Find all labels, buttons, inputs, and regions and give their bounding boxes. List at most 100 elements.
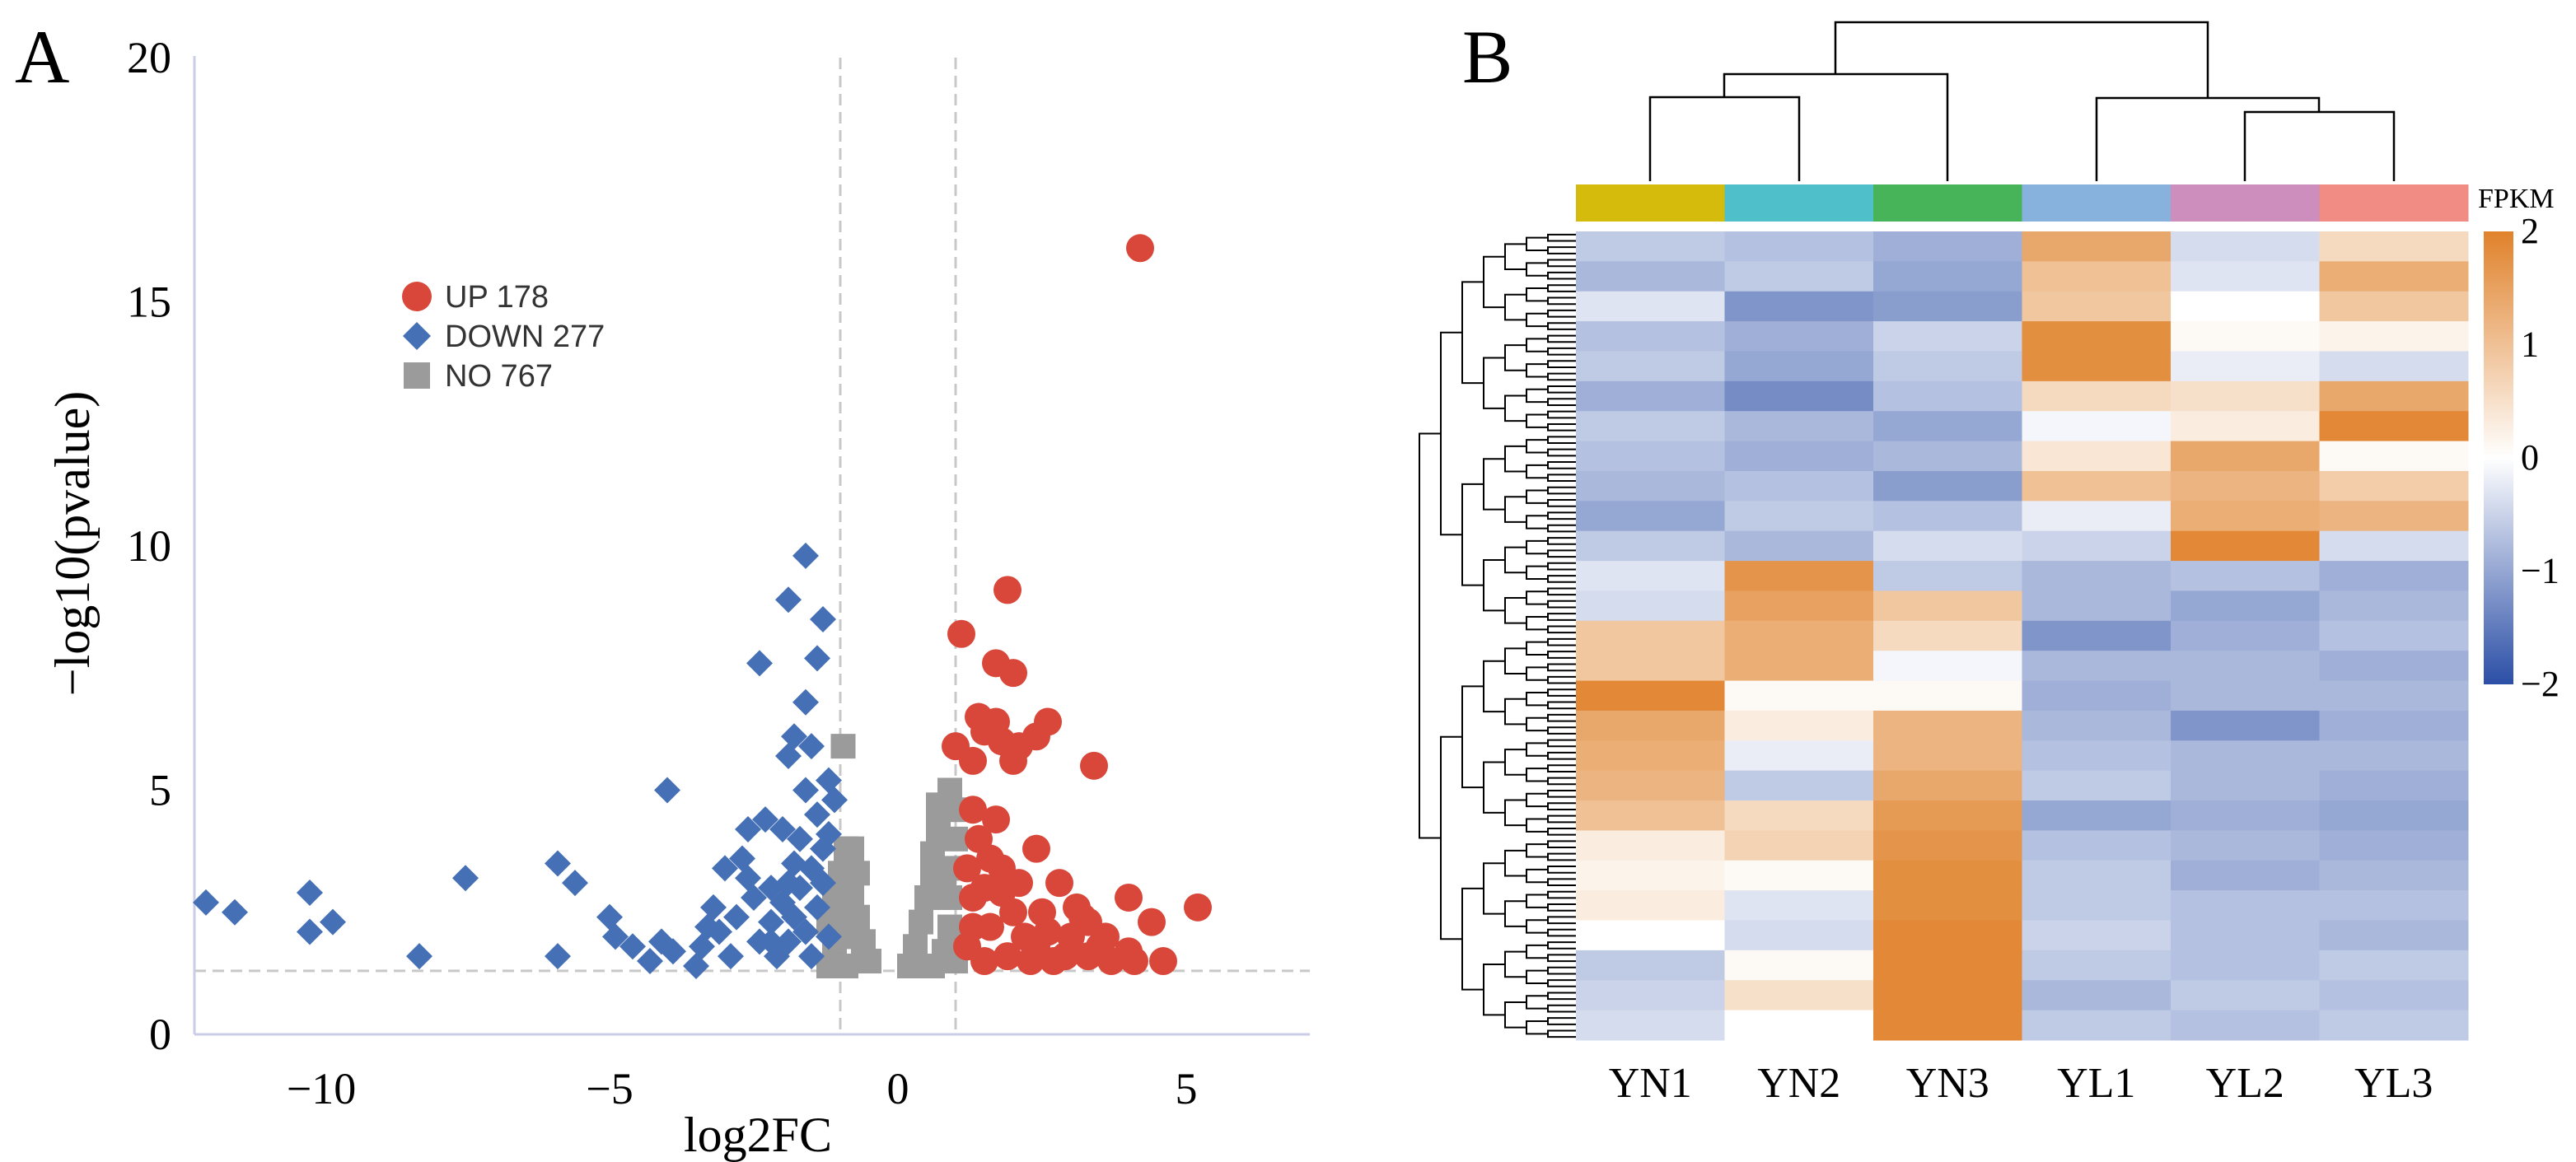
data-point-down: [781, 723, 807, 750]
data-point-up: [999, 659, 1027, 688]
column-group-bar: [1873, 184, 2022, 222]
heatmap-cell: [1873, 620, 2022, 651]
dendrogram-branch: [1547, 1017, 1576, 1025]
heatmap-cell: [2171, 950, 2320, 981]
heatmap-cell: [2319, 321, 2469, 352]
dendrogram-branch: [1547, 461, 1576, 469]
y-tick-label: 20: [127, 33, 171, 82]
dendrogram-branch: [1547, 903, 1576, 912]
data-point-up: [959, 746, 987, 775]
data-point-no: [828, 899, 853, 925]
data-point-up: [1045, 869, 1073, 898]
dendrogram-branch: [1526, 768, 1548, 782]
heatmap-cell: [1576, 411, 1725, 442]
heatmap-cell: [1576, 321, 1725, 352]
x-tick-label: −5: [586, 1064, 633, 1113]
data-point-down: [792, 688, 819, 716]
data-point-down: [816, 923, 842, 950]
heatmap-cell: [2171, 860, 2320, 891]
dendrogram-branch: [1547, 549, 1576, 558]
heatmap-cell: [1576, 561, 1725, 591]
column-label: YN2: [1757, 1060, 1840, 1107]
panel-label-b: B: [1462, 15, 1512, 99]
heatmap-cell: [2171, 770, 2320, 801]
heatmap-cell: [1576, 890, 1725, 922]
dendrogram-branch: [1547, 979, 1576, 987]
heatmap-cell: [2022, 680, 2172, 712]
dendrogram-branch: [1547, 954, 1576, 963]
dendrogram-branch: [1547, 941, 1576, 950]
dendrogram-branch: [1526, 489, 1548, 504]
data-point-down: [193, 889, 219, 916]
heatmap-cell: [1576, 231, 1725, 262]
heatmap-cell: [1724, 620, 1874, 651]
heatmap-cell: [2319, 800, 2469, 831]
data-point-down: [810, 605, 836, 632]
dendrogram-branch: [1547, 600, 1576, 609]
data-point-up: [953, 854, 981, 883]
heatmap-cell: [1873, 950, 2022, 981]
dendrogram-branch: [1547, 852, 1576, 861]
dendrogram-branch: [1547, 259, 1576, 268]
data-point-no: [857, 949, 881, 974]
dendrogram-branch: [1547, 613, 1576, 621]
heatmap-cell: [2171, 710, 2320, 741]
dendrogram-branch: [1547, 322, 1576, 330]
heatmap-cell: [2319, 830, 2469, 861]
dendrogram-branch: [1547, 789, 1576, 798]
heatmap-cell: [1873, 441, 2022, 472]
dendrogram-branch: [1547, 524, 1576, 533]
data-point-up: [1115, 883, 1143, 912]
dendrogram-branch: [1547, 992, 1576, 1001]
heatmap-cell: [2022, 860, 2172, 891]
heatmap-cell: [2022, 530, 2172, 562]
data-point-down: [735, 815, 761, 842]
data-point-no: [943, 826, 968, 852]
dendrogram-branch: [1547, 347, 1576, 356]
heatmap-cell: [2022, 770, 2172, 801]
heatmap-cell: [2022, 561, 2172, 591]
dendrogram-branch: [1504, 445, 1526, 473]
dendrogram-branch: [1504, 698, 1526, 726]
heatmap-cell: [2022, 920, 2172, 951]
heatmap-cell: [1873, 800, 2022, 831]
heatmap-cell: [1724, 351, 1874, 382]
heatmap-cell: [2022, 501, 2172, 532]
dendrogram-branch: [1504, 749, 1526, 776]
data-point-down: [775, 742, 802, 769]
heatmap-cell: [2319, 411, 2469, 442]
data-point-down: [545, 850, 571, 877]
heatmap-cell: [1576, 1010, 1725, 1041]
dendrogram-branch: [1547, 675, 1576, 684]
dendrogram-branch: [1547, 840, 1576, 849]
dendrogram-branch: [1547, 739, 1576, 748]
heatmap-cell: [1873, 231, 2022, 262]
dendrogram-branch: [1547, 814, 1576, 824]
dendrogram-branch: [1547, 688, 1576, 697]
data-point-down: [741, 884, 767, 911]
data-point-down: [810, 835, 836, 862]
heatmap-cell: [2022, 351, 2172, 382]
data-point-up: [999, 898, 1027, 926]
data-point-no: [920, 841, 945, 866]
legend-label: UP 178: [445, 280, 549, 315]
heatmap-cell: [2319, 770, 2469, 801]
heatmap-cell: [1724, 291, 1874, 322]
heatmap-cell: [1724, 590, 1874, 622]
data-point-down: [596, 903, 623, 931]
data-point-down: [619, 933, 646, 960]
heatmap-cell: [1576, 470, 1725, 502]
data-point-down: [320, 908, 346, 936]
heatmap-cell: [1724, 950, 1874, 981]
heatmap-cell: [2022, 620, 2172, 651]
heatmap-cell: [2022, 470, 2172, 502]
heatmap-cell: [2022, 800, 2172, 831]
heatmap-cell: [1873, 590, 2022, 622]
column-label: YL1: [2057, 1060, 2135, 1107]
heatmap-cell: [1724, 980, 1874, 1011]
dendrogram-branch: [1547, 827, 1576, 836]
heatmap-cell: [2319, 620, 2469, 651]
dendrogram-branch: [1547, 777, 1576, 786]
heatmap-cell: [2022, 651, 2172, 682]
